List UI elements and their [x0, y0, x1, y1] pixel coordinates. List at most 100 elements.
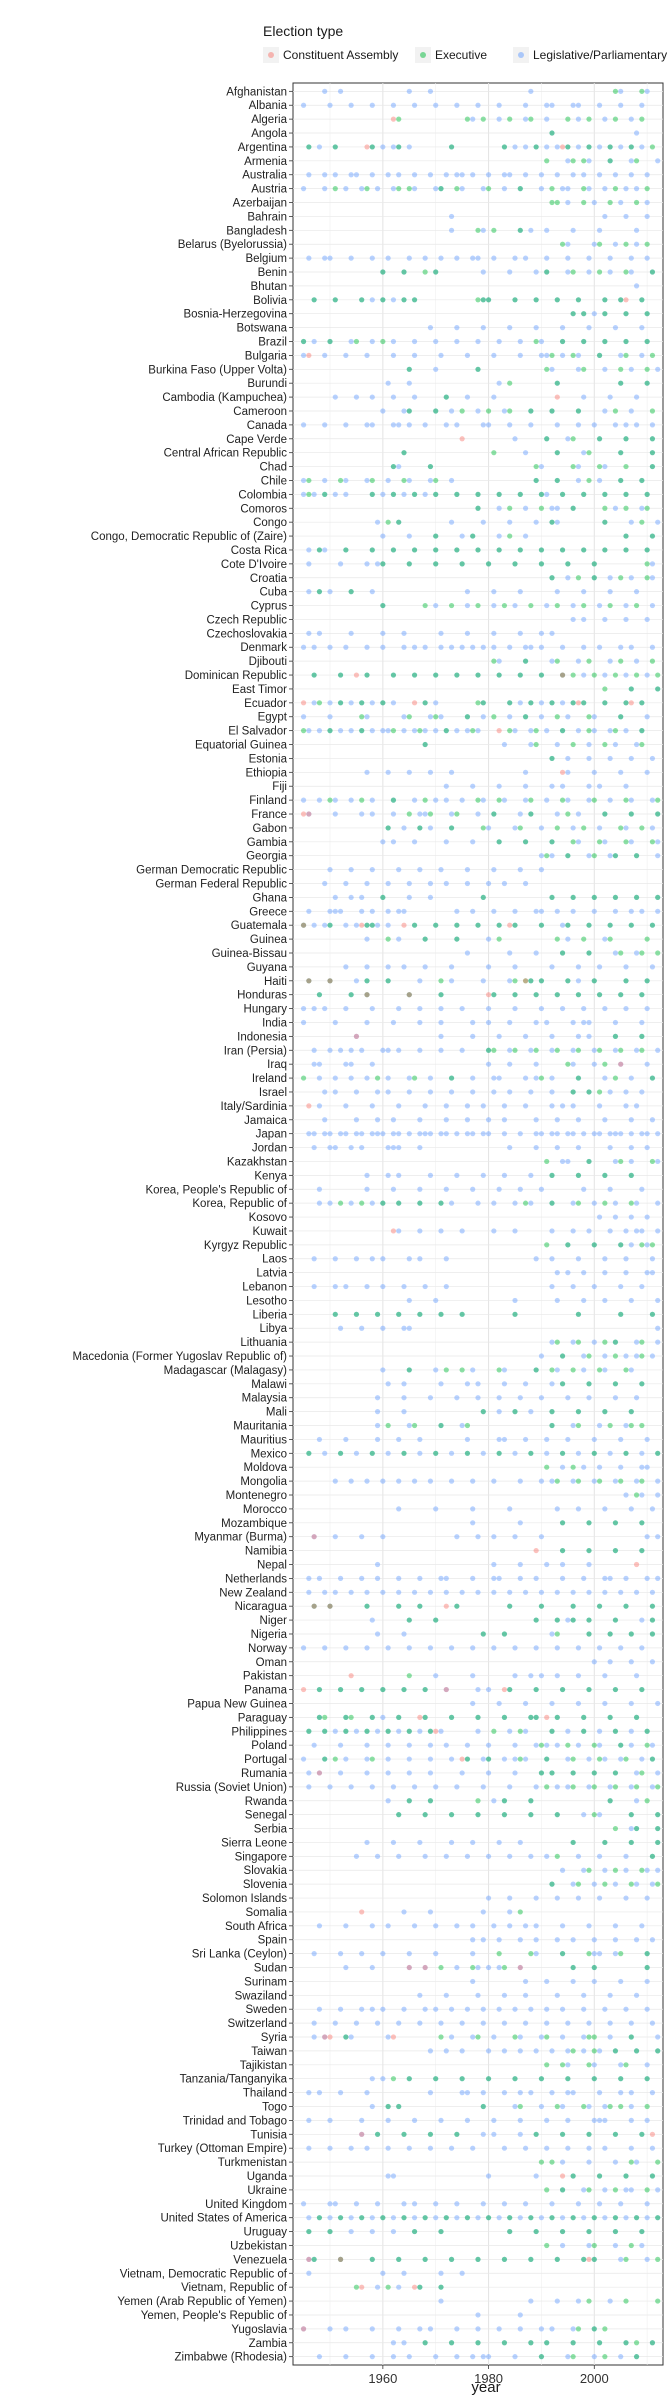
election-point — [522, 1103, 529, 1109]
election-point — [554, 825, 560, 831]
election-point — [332, 186, 338, 192]
election-point — [586, 2298, 592, 2304]
election-point — [485, 936, 492, 942]
election-point — [607, 2034, 613, 2040]
election-point — [602, 1839, 608, 1846]
election-point — [633, 1339, 640, 1345]
election-point — [406, 1617, 412, 1623]
election-point — [618, 1436, 624, 1443]
election-point — [644, 1214, 650, 1220]
election-point — [459, 561, 465, 567]
election-point — [596, 269, 603, 275]
election-point — [581, 1353, 587, 1359]
election-point — [300, 2326, 307, 2332]
election-point — [380, 1686, 386, 1693]
election-point — [639, 1131, 645, 1137]
election-point — [554, 1297, 560, 1304]
election-point — [327, 978, 333, 984]
election-point — [612, 1019, 619, 1026]
election-point — [396, 908, 402, 914]
country-label: Bolivia — [253, 295, 287, 307]
election-point — [581, 1005, 587, 1012]
election-point — [380, 700, 386, 706]
election-point — [470, 1506, 476, 1512]
election-point — [528, 1798, 534, 1804]
election-point — [602, 1589, 608, 1595]
election-point — [623, 1492, 629, 1498]
election-point — [575, 1339, 582, 1345]
election-point — [332, 297, 338, 303]
country-label: Gambia — [247, 837, 288, 849]
election-point — [554, 1645, 560, 1651]
election-point — [570, 1964, 576, 1971]
election-point — [438, 2117, 444, 2124]
election-point — [485, 2354, 492, 2360]
election-point — [316, 2090, 323, 2096]
election-point — [538, 1478, 545, 1484]
election-point — [655, 1812, 661, 1818]
election-point — [417, 1200, 423, 1206]
election-point — [596, 463, 603, 470]
election-point — [485, 2076, 492, 2082]
election-point — [454, 2201, 460, 2207]
election-point — [538, 1534, 545, 1540]
election-point — [602, 2145, 608, 2151]
election-point — [401, 644, 407, 650]
election-point — [316, 589, 323, 595]
election-point — [380, 1256, 386, 1262]
election-point — [411, 672, 418, 678]
election-point — [438, 1422, 444, 1429]
election-point — [496, 936, 502, 942]
election-point — [591, 2117, 597, 2124]
election-point — [353, 1311, 360, 1317]
election-point — [512, 255, 518, 261]
election-point — [528, 2340, 534, 2346]
election-point — [628, 1728, 634, 1734]
election-point — [639, 1381, 645, 1387]
election-point — [591, 1951, 597, 1957]
election-point — [612, 1923, 619, 1929]
election-point — [533, 477, 539, 484]
election-point — [575, 116, 582, 122]
election-point — [411, 1784, 418, 1790]
election-point — [586, 144, 592, 150]
election-point — [549, 1033, 555, 1039]
election-point — [639, 102, 645, 108]
election-point — [639, 1228, 645, 1234]
election-point — [581, 672, 587, 678]
country-label: Uruguay — [244, 2227, 288, 2239]
election-point — [649, 1853, 656, 1859]
election-point — [533, 1742, 539, 1748]
election-point — [559, 2062, 566, 2068]
election-point — [655, 1825, 661, 1832]
election-point — [374, 1075, 381, 1081]
country-label: Kenya — [254, 1170, 287, 1182]
election-point — [649, 2173, 656, 2179]
election-point — [533, 297, 539, 303]
election-point — [591, 1061, 597, 1067]
election-point — [385, 477, 391, 484]
election-point — [438, 2034, 444, 2040]
election-point — [628, 839, 634, 845]
election-point — [380, 2006, 386, 2012]
election-point — [438, 1381, 444, 1387]
election-point — [639, 1547, 645, 1554]
election-point — [575, 1422, 582, 1429]
election-point — [544, 1158, 550, 1165]
election-point — [612, 1617, 619, 1623]
election-point — [443, 783, 449, 789]
election-point — [644, 1061, 650, 1067]
election-point — [374, 1853, 381, 1859]
election-point — [311, 1061, 317, 1067]
election-point — [607, 158, 613, 164]
election-point — [438, 1200, 444, 1206]
election-point — [448, 2340, 455, 2346]
election-point — [607, 1784, 613, 1790]
election-point — [332, 1144, 338, 1151]
country-label: Georgia — [246, 851, 288, 863]
election-point — [359, 1047, 365, 1053]
election-point — [581, 366, 587, 372]
election-point — [570, 894, 576, 901]
election-point — [417, 1186, 423, 1192]
legend-key-dot — [518, 52, 524, 58]
